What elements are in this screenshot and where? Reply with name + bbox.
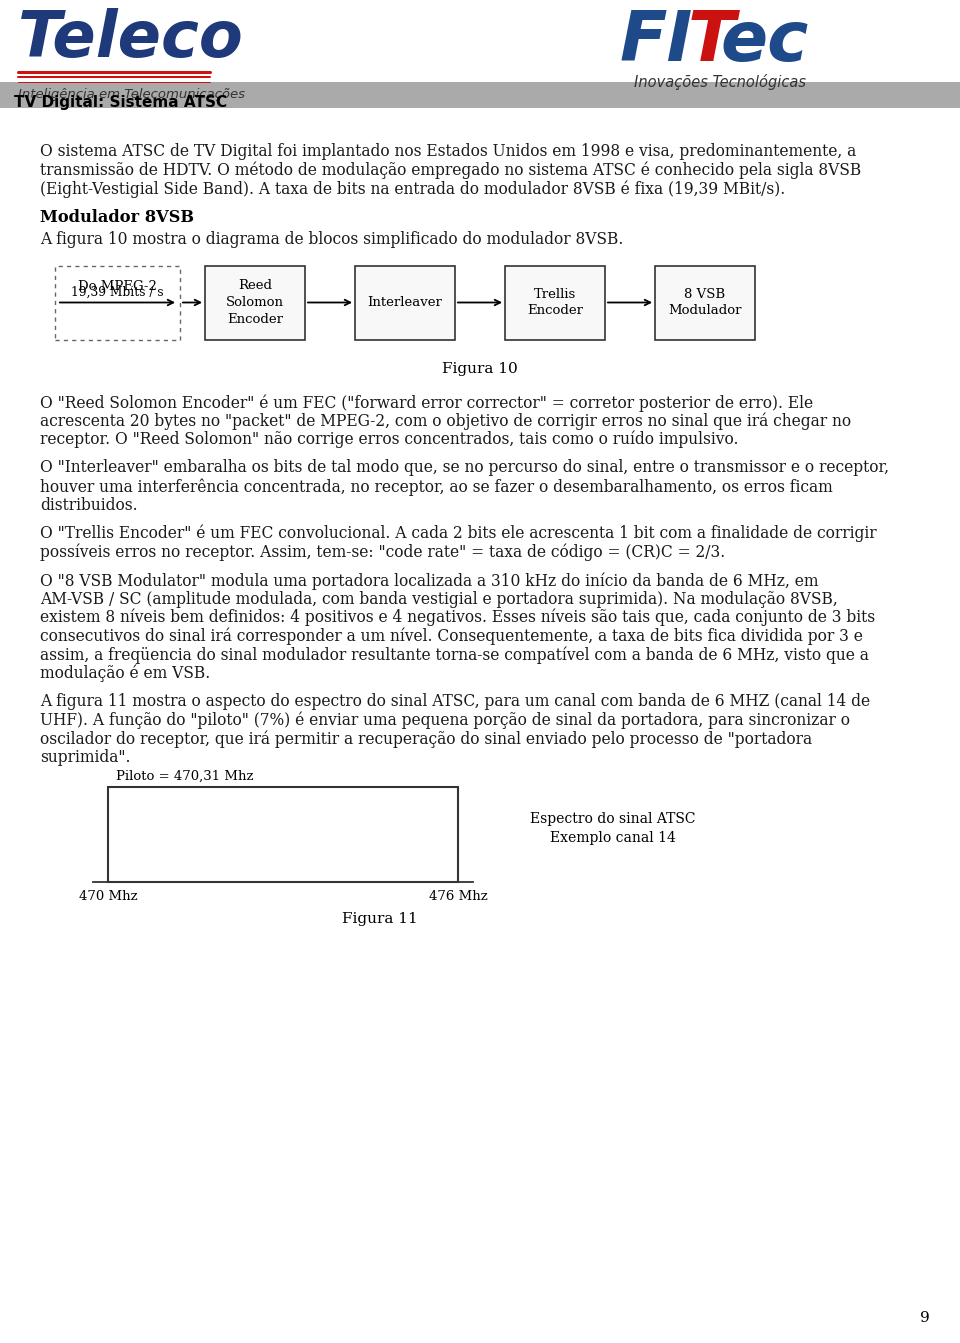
Text: 476 Mhz: 476 Mhz (428, 890, 488, 902)
Text: 9: 9 (921, 1311, 930, 1326)
Text: O "Reed Solomon Encoder" é um FEC ("forward error corrector" = corretor posterio: O "Reed Solomon Encoder" é um FEC ("forw… (40, 393, 813, 411)
Text: T: T (688, 8, 735, 75)
Text: 8 VSB
Modulador: 8 VSB Modulador (668, 287, 742, 317)
Bar (55, 266, 180, 340)
Text: 19,39 Mbits / s: 19,39 Mbits / s (71, 286, 164, 298)
Bar (355, 266, 455, 340)
Bar (108, 787, 458, 882)
Bar (205, 266, 305, 340)
Text: 470 Mhz: 470 Mhz (79, 890, 137, 902)
Text: O "Interleaver" embaralha os bits de tal modo que, se no percurso do sinal, entr: O "Interleaver" embaralha os bits de tal… (40, 459, 889, 477)
Text: acrescenta 20 bytes no "packet" de MPEG-2, com o objetivo de corrigir erros no s: acrescenta 20 bytes no "packet" de MPEG-… (40, 412, 852, 430)
Text: O "8 VSB Modulator" modula uma portadora localizada a 310 kHz do início da banda: O "8 VSB Modulator" modula uma portadora… (40, 572, 819, 590)
Text: Trellis
Encoder: Trellis Encoder (527, 287, 583, 317)
Text: existem 8 níveis bem definidos: 4 positivos e 4 negativos. Esses níveis são tais: existem 8 níveis bem definidos: 4 positi… (40, 608, 876, 626)
Text: receptor. O "Reed Solomon" não corrige erros concentrados, tais como o ruído imp: receptor. O "Reed Solomon" não corrige e… (40, 431, 738, 449)
Text: Inteligência em Telecomunicações: Inteligência em Telecomunicações (18, 89, 245, 101)
Text: A figura 11 mostra o aspecto do espectro do sinal ATSC, para um canal com banda : A figura 11 mostra o aspecto do espectro… (40, 693, 870, 710)
Text: possíveis erros no receptor. Assim, tem-se: "code rate" = taxa de código = (CR)C: possíveis erros no receptor. Assim, tem-… (40, 544, 725, 561)
Text: O "Trellis Encoder" é um FEC convolucional. A cada 2 bits ele acrescenta 1 bit c: O "Trellis Encoder" é um FEC convolucion… (40, 525, 876, 543)
Text: AM-VSB / SC (amplitude modulada, com banda vestigial e portadora suprimida). Na : AM-VSB / SC (amplitude modulada, com ban… (40, 591, 838, 607)
Text: Modulador 8VSB: Modulador 8VSB (40, 208, 194, 226)
Text: Do MPEG-2: Do MPEG-2 (78, 279, 156, 293)
Text: (Eight-Vestigial Side Band). A taxa de bits na entrada do modulador 8VSB é fixa : (Eight-Vestigial Side Band). A taxa de b… (40, 180, 785, 197)
Text: Reed
Solomon
Encoder: Reed Solomon Encoder (226, 279, 284, 326)
Text: Figura 10: Figura 10 (443, 361, 517, 376)
Text: Piloto = 470,31 Mhz: Piloto = 470,31 Mhz (116, 770, 253, 783)
Text: distribuidos.: distribuidos. (40, 497, 137, 513)
Text: houver uma interferência concentrada, no receptor, ao se fazer o desembaralhamen: houver uma interferência concentrada, no… (40, 478, 832, 496)
Text: Interleaver: Interleaver (368, 295, 443, 309)
Text: assim, a freqüencia do sinal modulador resultante torna-se compatível com a band: assim, a freqüencia do sinal modulador r… (40, 646, 869, 663)
Text: suprimida".: suprimida". (40, 748, 131, 766)
Text: consecutivos do sinal irá corresponder a um nível. Consequentemente, a taxa de b: consecutivos do sinal irá corresponder a… (40, 627, 863, 645)
Text: oscilador do receptor, que irá permitir a recuperação do sinal enviado pelo proc: oscilador do receptor, que irá permitir … (40, 731, 812, 748)
Text: FI: FI (620, 8, 693, 75)
Bar (655, 266, 755, 340)
Bar (505, 266, 605, 340)
Text: Espectro do sinal ATSC
Exemplo canal 14: Espectro do sinal ATSC Exemplo canal 14 (530, 811, 695, 845)
Text: TV Digital: Sistema ATSC: TV Digital: Sistema ATSC (14, 95, 228, 110)
Text: Inovações Tecnológicas: Inovações Tecnológicas (634, 74, 806, 90)
Text: modulação é em VSB.: modulação é em VSB. (40, 665, 210, 682)
Text: ec: ec (720, 8, 808, 75)
Text: UHF). A função do "piloto" (7%) é enviar uma pequena porção de sinal da portador: UHF). A função do "piloto" (7%) é enviar… (40, 712, 850, 729)
Text: Teleco: Teleco (18, 8, 244, 70)
Text: O sistema ATSC de TV Digital foi implantado nos Estados Unidos em 1998 e visa, p: O sistema ATSC de TV Digital foi implant… (40, 142, 856, 160)
Text: transmissão de HDTV. O método de modulação empregado no sistema ATSC é conhecido: transmissão de HDTV. O método de modulaç… (40, 161, 861, 179)
Bar (0, 82, 960, 107)
Text: A figura 10 mostra o diagrama de blocos simplificado do modulador 8VSB.: A figura 10 mostra o diagrama de blocos … (40, 231, 623, 248)
Text: Figura 11: Figura 11 (342, 912, 418, 927)
